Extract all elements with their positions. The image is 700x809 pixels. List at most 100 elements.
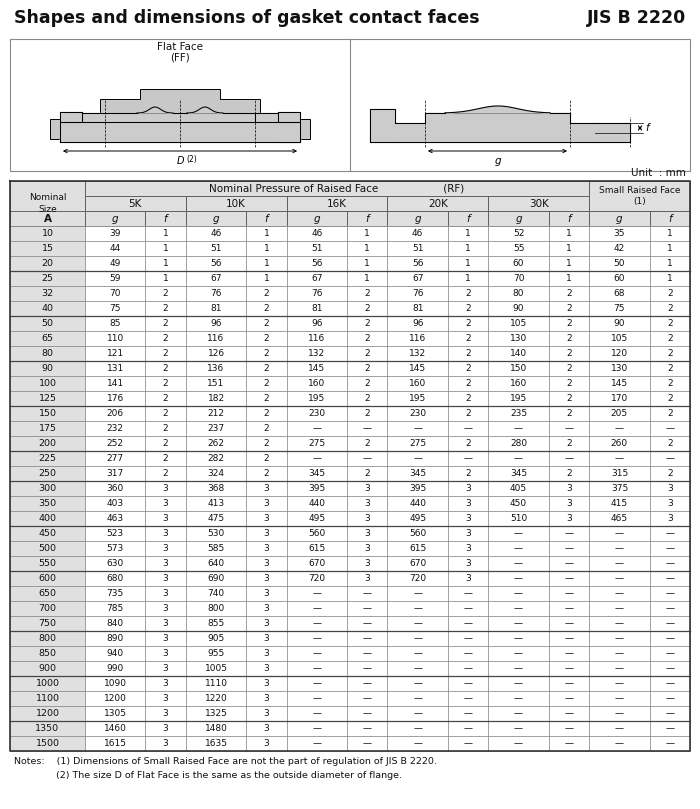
- Bar: [549, 361, 589, 376]
- Text: 3: 3: [264, 499, 270, 508]
- Bar: [489, 421, 549, 436]
- Bar: [186, 331, 246, 346]
- Text: 110: 110: [106, 334, 124, 343]
- Text: 3: 3: [365, 574, 370, 583]
- Text: 3: 3: [264, 604, 270, 613]
- Text: —: —: [665, 709, 674, 718]
- Text: 2: 2: [163, 364, 169, 373]
- Text: —: —: [463, 619, 473, 628]
- Text: 262: 262: [207, 439, 225, 448]
- Bar: [489, 301, 549, 316]
- Text: 1: 1: [365, 259, 370, 268]
- Text: 413: 413: [207, 499, 225, 508]
- Text: —: —: [564, 694, 573, 703]
- Text: —: —: [665, 649, 674, 658]
- Bar: [286, 601, 347, 616]
- Bar: [448, 211, 489, 226]
- Polygon shape: [60, 122, 300, 142]
- Bar: [549, 481, 589, 496]
- Text: 2: 2: [667, 394, 673, 403]
- Text: —: —: [312, 664, 321, 673]
- Text: 1200: 1200: [104, 694, 127, 703]
- Bar: [650, 346, 690, 361]
- Text: 76: 76: [412, 289, 423, 298]
- Bar: [146, 721, 186, 736]
- Text: 345: 345: [409, 469, 426, 478]
- Bar: [246, 286, 286, 301]
- Text: 375: 375: [611, 484, 628, 493]
- Text: —: —: [665, 619, 674, 628]
- Bar: [448, 511, 489, 526]
- Bar: [448, 406, 489, 421]
- Text: 3: 3: [162, 559, 169, 568]
- Text: 3: 3: [264, 619, 270, 628]
- Text: 3: 3: [264, 589, 270, 598]
- Bar: [186, 556, 246, 571]
- Bar: [489, 526, 549, 541]
- Bar: [388, 646, 448, 661]
- Bar: [650, 721, 690, 736]
- Bar: [146, 316, 186, 331]
- Text: 680: 680: [106, 574, 124, 583]
- Bar: [489, 676, 549, 691]
- Text: 2: 2: [163, 439, 169, 448]
- Bar: [549, 691, 589, 706]
- Bar: [246, 241, 286, 256]
- Text: 1500: 1500: [36, 739, 60, 748]
- Bar: [85, 676, 146, 691]
- Text: 206: 206: [106, 409, 124, 418]
- Bar: [448, 526, 489, 541]
- Bar: [146, 271, 186, 286]
- Text: 136: 136: [207, 364, 225, 373]
- Bar: [10, 211, 85, 226]
- Bar: [650, 541, 690, 556]
- Text: 1: 1: [365, 274, 370, 283]
- Text: 1: 1: [466, 229, 471, 238]
- Bar: [85, 331, 146, 346]
- Bar: [10, 391, 85, 406]
- Bar: [489, 361, 549, 376]
- Text: 232: 232: [106, 424, 124, 433]
- Text: 3: 3: [466, 499, 471, 508]
- Bar: [549, 451, 589, 466]
- Bar: [448, 721, 489, 736]
- Bar: [589, 676, 650, 691]
- Bar: [146, 286, 186, 301]
- Bar: [246, 316, 286, 331]
- Text: 51: 51: [412, 244, 423, 253]
- Text: 20: 20: [41, 259, 53, 268]
- Bar: [448, 586, 489, 601]
- Bar: [549, 676, 589, 691]
- Text: —: —: [665, 634, 674, 643]
- Text: 2: 2: [264, 469, 270, 478]
- Text: 150: 150: [38, 409, 57, 418]
- Text: 640: 640: [207, 559, 225, 568]
- Text: 121: 121: [106, 349, 124, 358]
- Bar: [85, 406, 146, 421]
- Text: g: g: [112, 214, 118, 223]
- Bar: [549, 406, 589, 421]
- Bar: [186, 736, 246, 751]
- Text: 3: 3: [162, 709, 169, 718]
- Bar: [388, 256, 448, 271]
- Bar: [448, 226, 489, 241]
- Bar: [650, 586, 690, 601]
- Text: 3: 3: [264, 574, 270, 583]
- Bar: [650, 271, 690, 286]
- Text: 212: 212: [207, 409, 225, 418]
- Bar: [388, 301, 448, 316]
- Text: 50: 50: [41, 319, 53, 328]
- Bar: [589, 526, 650, 541]
- Bar: [388, 616, 448, 631]
- Text: 2: 2: [466, 439, 471, 448]
- Text: 175: 175: [38, 424, 57, 433]
- Text: 3: 3: [466, 544, 471, 553]
- Bar: [650, 481, 690, 496]
- Text: 3: 3: [466, 529, 471, 538]
- Bar: [489, 721, 549, 736]
- Text: g: g: [515, 214, 522, 223]
- Text: 1: 1: [264, 244, 270, 253]
- Text: —: —: [514, 709, 523, 718]
- Bar: [85, 361, 146, 376]
- Text: Notes:    (1) Dimensions of Small Raised Face are not the part of regulation of : Notes: (1) Dimensions of Small Raised Fa…: [14, 756, 437, 765]
